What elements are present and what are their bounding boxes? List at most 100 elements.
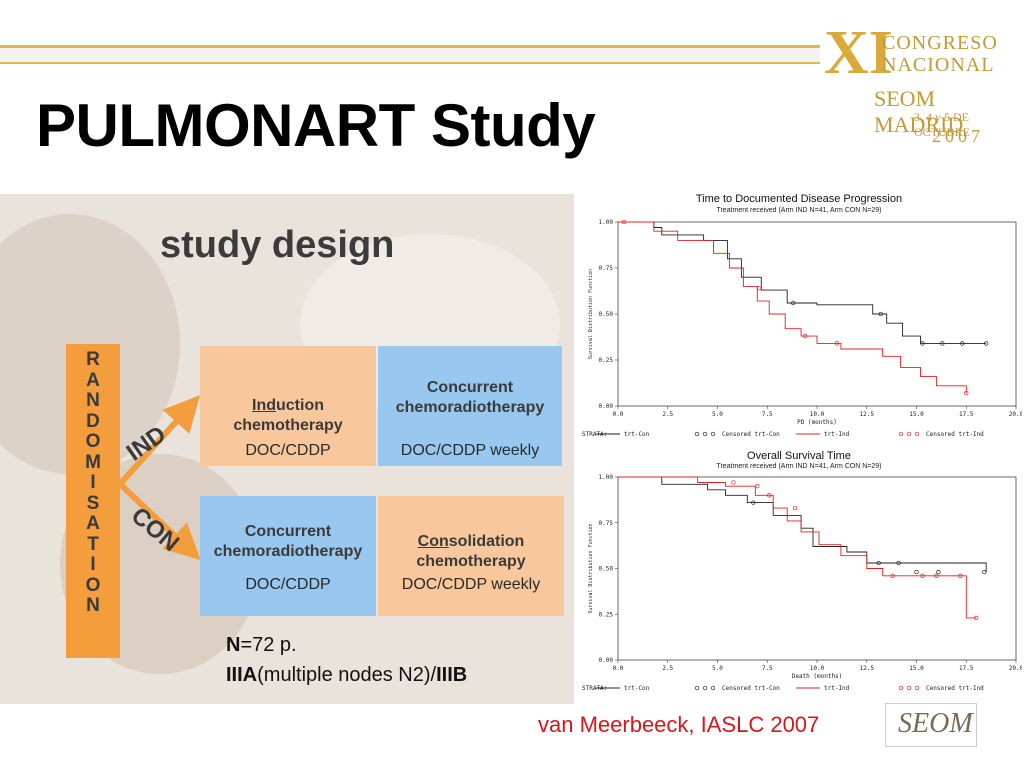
- drug-label: DOC/CDDP: [245, 442, 331, 459]
- x-tick-label: 0.0: [613, 411, 624, 418]
- censor-mark: [876, 560, 881, 566]
- legend-prefix: STRATA:: [582, 431, 607, 438]
- censor-mark: [751, 500, 756, 505]
- x-tick-label: 5.0: [712, 665, 723, 672]
- censor-mark: [755, 484, 760, 489]
- censor-mark: [802, 333, 808, 339]
- y-tick-label: 0.50: [599, 566, 614, 573]
- censor-mark: [984, 341, 989, 346]
- km-plot: 0.0 2.5 5.0 7.5 10.0 12.5 15.0 17.5 20.0 0.00 0.25…: [582, 219, 1022, 438]
- con-concurrent-box: Concurrent chemoradiotherapy DOC/CDDP: [200, 496, 376, 616]
- censor-mark: [767, 493, 772, 498]
- y-tick-label: 0.25: [599, 357, 614, 364]
- legend-label: Censored trt-Ind: [926, 431, 984, 438]
- km-chart-progression: Time to Documented Disease Progression T…: [576, 190, 1022, 446]
- x-tick-label: 7.5: [762, 665, 773, 672]
- chart-title: Time to Documented Disease Progression: [695, 193, 903, 205]
- legend-swatch: [702, 685, 708, 691]
- y-axis-label: Survival Distribution Function: [588, 269, 594, 359]
- legend-swatch: [710, 431, 716, 437]
- study-design-heading: study design: [160, 224, 395, 266]
- x-tick-label: 2.5: [662, 411, 673, 418]
- censor-mark: [974, 615, 979, 621]
- y-tick-label: 1.00: [599, 219, 614, 226]
- y-tick-label: 1.00: [599, 474, 614, 481]
- y-tick-label: 0.75: [599, 265, 614, 272]
- legend-label: trt-Ind: [824, 685, 850, 692]
- y-tick-label: 0.50: [599, 311, 614, 318]
- plot-frame: [617, 221, 1017, 407]
- y-tick-label: 0.75: [599, 520, 614, 527]
- x-tick-label: 0.0: [613, 665, 624, 672]
- seom-footer-logo: SEOM: [885, 703, 977, 747]
- legend-swatch: [914, 431, 920, 437]
- con-arrow: [117, 481, 201, 561]
- censor-mark: [920, 573, 925, 578]
- legend-label: Censored trt-Con: [722, 685, 780, 692]
- legend-swatch: [898, 685, 904, 691]
- logo-line3: SEOM MADRID: [874, 86, 964, 137]
- legend-label: trt-Ind: [824, 431, 850, 438]
- x-tick-label: 10.0: [810, 665, 825, 672]
- ind-concurrent-box: Concurrent chemoradiotherapy DOC/CDDP we…: [378, 346, 562, 466]
- censor-mark: [940, 341, 945, 346]
- legend-swatch: [694, 431, 700, 437]
- y-axis-label: Survival Distribution Function: [588, 523, 594, 613]
- x-tick-label: 12.5: [860, 411, 875, 418]
- x-tick-label: 15.0: [909, 411, 924, 418]
- censor-mark: [964, 390, 969, 396]
- legend-label: trt-Con: [624, 431, 650, 438]
- series-line-trt-Ind: [618, 476, 977, 619]
- y-tick-label: 0.25: [599, 611, 614, 618]
- censor-mark: [920, 341, 925, 346]
- x-axis-label: Death (months): [792, 673, 843, 680]
- legend-swatch: [702, 431, 708, 437]
- y-tick-label: 0.00: [599, 657, 614, 664]
- x-axis-label: PD (months): [797, 419, 837, 426]
- legend-swatch: [906, 685, 912, 691]
- x-tick-label: 20.0: [1009, 665, 1022, 672]
- logo-line2: NACIONAL: [882, 54, 995, 76]
- censor-mark: [960, 341, 965, 346]
- chart-subtitle: Treatment received (Arm IND N=41, Arm CO…: [716, 207, 882, 214]
- drug-label: DOC/CDDP: [245, 576, 331, 593]
- censor-mark: [731, 480, 736, 485]
- km-plot: 0.0 2.5 5.0 7.5 10.0 12.5 15.0 17.5 20.0 0.00 0.25…: [582, 474, 1022, 692]
- con-consolidation-box: Consolidation chemotherapy DOC/CDDP week…: [378, 496, 564, 616]
- legend-swatch: [710, 685, 716, 691]
- censor-mark: [958, 573, 963, 578]
- censor-mark: [896, 560, 901, 566]
- legend-swatch: [906, 431, 912, 437]
- arm-arrows: [117, 395, 201, 561]
- congress-logo: XI CONGRESO NACIONAL SEOM MADRID 3, 4 y …: [822, 12, 1022, 147]
- censor-mark: [790, 300, 796, 306]
- censor-mark: [621, 219, 627, 225]
- header-rule: [0, 45, 820, 64]
- logo-dates: 3, 4 y 5 DE OCTUBRE: [914, 110, 971, 139]
- x-tick-label: 15.0: [909, 665, 924, 672]
- x-tick-label: 17.5: [959, 665, 974, 672]
- censor-mark: [878, 311, 883, 317]
- censor-mark: [792, 505, 798, 511]
- censor-mark: [934, 573, 939, 578]
- x-tick-label: 7.5: [762, 411, 773, 418]
- censor-mark: [890, 573, 895, 578]
- x-tick-label: 5.0: [712, 411, 723, 418]
- x-tick-label: 2.5: [662, 665, 673, 672]
- legend-prefix: STRATA:: [582, 685, 607, 692]
- x-tick-label: 10.0: [810, 411, 825, 418]
- series-line-trt-Ind: [618, 221, 967, 394]
- legend-swatch: [694, 685, 700, 691]
- censor-mark: [936, 570, 941, 575]
- citation: van Meerbeeck, IASLC 2007: [538, 712, 820, 737]
- series-line-trt-Con: [618, 221, 987, 344]
- chart-subtitle: Treatment received (Arm IND N=41, Arm CO…: [716, 463, 882, 470]
- censor-mark: [834, 341, 840, 346]
- ind-induction-box: Induction chemotherapy DOC/CDDP: [200, 346, 376, 466]
- y-tick-label: 0.00: [599, 403, 614, 410]
- censor-mark: [757, 286, 762, 291]
- x-tick-label: 17.5: [959, 411, 974, 418]
